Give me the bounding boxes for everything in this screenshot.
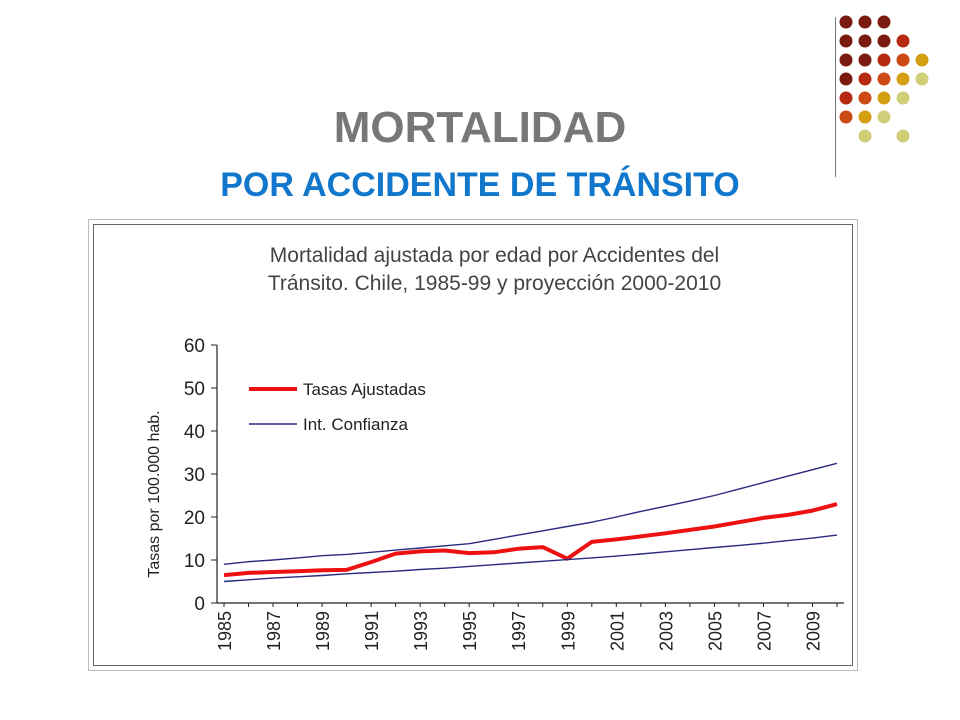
x-tick-label: 1987 bbox=[264, 611, 284, 651]
decorative-dot bbox=[877, 15, 891, 29]
chart-title-line: Tránsito. Chile, 1985-99 y proyección 20… bbox=[268, 272, 721, 295]
chart-border bbox=[93, 224, 853, 666]
decorative-dot bbox=[877, 110, 891, 124]
decorative-dot bbox=[896, 91, 910, 105]
x-tick-label: 2003 bbox=[656, 611, 676, 651]
decorative-dot bbox=[877, 91, 891, 105]
y-axis-label: Tasas por 100.000 hab. bbox=[146, 410, 163, 577]
series-line-tasas-ajustadas bbox=[223, 502, 838, 578]
decorative-dot bbox=[858, 110, 872, 124]
y-tick-label: 30 bbox=[184, 465, 205, 486]
decorative-dot bbox=[839, 72, 853, 86]
decorative-dot bbox=[858, 15, 872, 29]
decorative-dot bbox=[896, 72, 910, 86]
series-line-int-confianza bbox=[223, 462, 838, 565]
x-tick-label: 2001 bbox=[607, 611, 627, 651]
y-tick-label: 40 bbox=[184, 422, 205, 443]
x-tick-label: 1991 bbox=[362, 611, 382, 651]
x-tick-label: 1999 bbox=[558, 611, 578, 651]
x-tick-label: 1995 bbox=[460, 611, 480, 651]
decorative-dot bbox=[915, 53, 929, 67]
x-tick-label: 2009 bbox=[803, 611, 823, 651]
decorative-dot bbox=[877, 72, 891, 86]
y-tick-label: 50 bbox=[184, 379, 205, 400]
y-tick-label: 0 bbox=[194, 594, 205, 615]
decorative-dot bbox=[839, 34, 853, 48]
decorative-dot bbox=[915, 72, 929, 86]
y-tick-label: 20 bbox=[184, 508, 205, 529]
series-line-int-confianza bbox=[223, 534, 838, 583]
decorative-dot bbox=[877, 53, 891, 67]
decorative-dot bbox=[858, 53, 872, 67]
decorative-dot bbox=[896, 129, 910, 143]
x-tick-label: 1993 bbox=[411, 611, 431, 651]
decorative-dot bbox=[896, 34, 910, 48]
legend-label: Tasas Ajustadas bbox=[303, 380, 426, 399]
chart-title-line: Mortalidad ajustada por edad por Acciden… bbox=[270, 244, 719, 267]
decorative-dot bbox=[858, 129, 872, 143]
chart-image-frame: Mortalidad ajustada por edad por Acciden… bbox=[88, 219, 858, 671]
x-tick-label: 2007 bbox=[754, 611, 774, 651]
y-tick-label: 60 bbox=[184, 336, 205, 357]
slide-subtitle: POR ACCIDENTE DE TRÁNSITO bbox=[220, 166, 740, 204]
decorative-dot bbox=[839, 91, 853, 105]
legend-label: Int. Confianza bbox=[303, 415, 408, 434]
decorative-dot-grid bbox=[839, 15, 929, 143]
decorative-dot bbox=[839, 15, 853, 29]
y-tick-label: 10 bbox=[184, 551, 205, 572]
x-tick-label: 2005 bbox=[705, 611, 725, 651]
decorative-dot bbox=[877, 34, 891, 48]
decorative-dot bbox=[858, 72, 872, 86]
decorative-dot bbox=[896, 53, 910, 67]
decorative-dot bbox=[858, 91, 872, 105]
decorative-dot bbox=[839, 110, 853, 124]
slide-title: MORTALIDAD bbox=[333, 103, 627, 152]
decorative-divider bbox=[835, 17, 836, 177]
x-tick-label: 1989 bbox=[313, 611, 333, 651]
line-chart: Mortalidad ajustada por edad por Acciden… bbox=[146, 244, 844, 651]
decorative-dot bbox=[858, 34, 872, 48]
decorative-dot bbox=[839, 53, 853, 67]
x-tick-label: 1985 bbox=[215, 611, 235, 651]
chart-title: Mortalidad ajustada por edad por Acciden… bbox=[268, 244, 721, 295]
x-tick-label: 1997 bbox=[509, 611, 529, 651]
